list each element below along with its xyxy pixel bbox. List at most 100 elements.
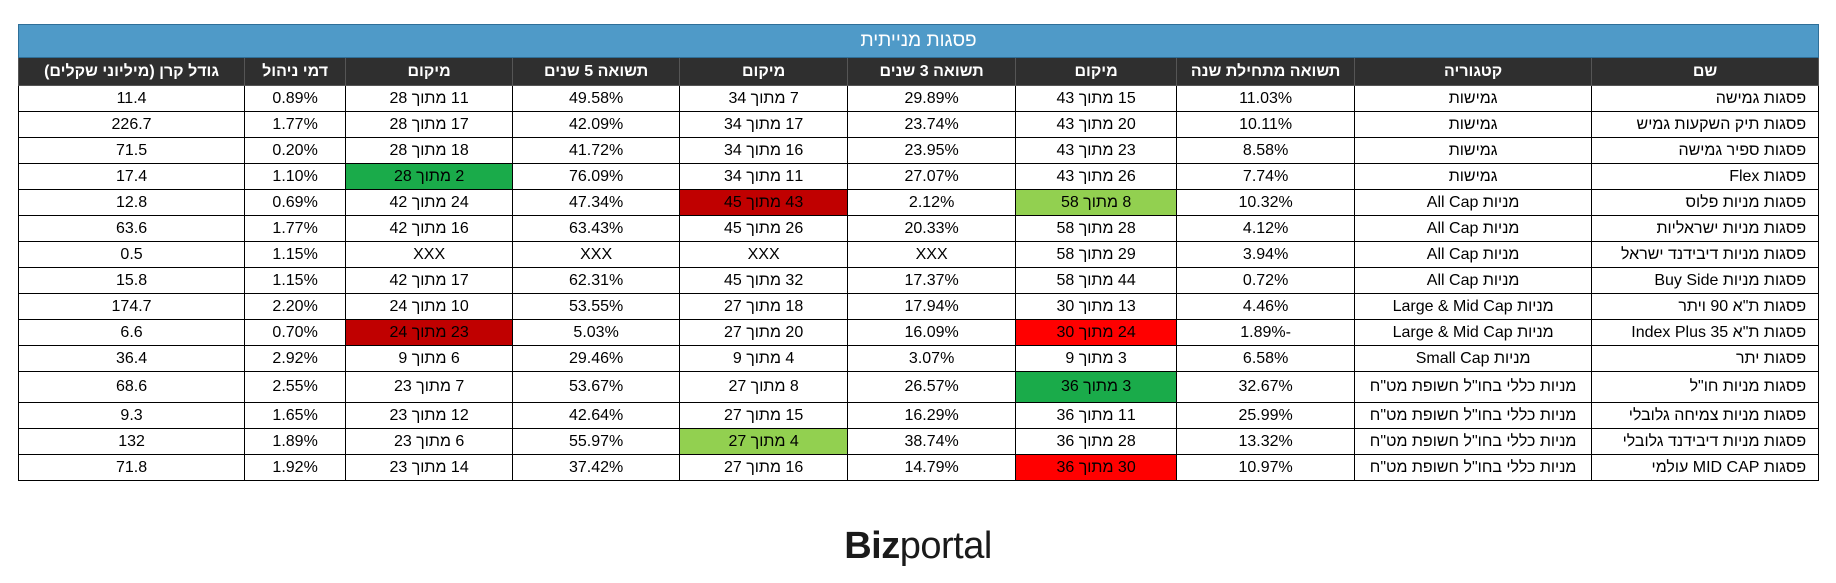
cell-rank-5y: 18 מתוך 28 [345,137,514,164]
cell-ytd-return: 10.32% [1176,189,1356,216]
table-row: פסגות מניות ישראליות מניות All Cap 4.12% 28… [17,215,1820,242]
cell-return-3y: 23.95% [847,137,1017,164]
table-row: פסגות ספיר גמישה גמישות 8.58% 23 מתוך 43 23.… [17,137,1820,164]
header-category: קטגוריה [1354,57,1593,86]
table-row: פסגות ת"א Index Plus 35 מניות Large & Mid… [17,319,1820,346]
cell-ytd-return: 13.32% [1176,428,1356,455]
header-mgmt-fee: דמי ניהול [244,57,347,86]
cell-ytd-return: 10.97% [1176,454,1356,481]
table-row: פסגות גמישה גמישות 11.03% 15 מתוך 43 29.89% 7… [17,85,1820,112]
cell-rank-5y: 23 מתוך 24 [345,319,514,346]
cell-fund-size: 174.7 [17,293,246,320]
cell-return-5y: 42.09% [512,111,681,138]
cell-category: מניות כללי בחו"ל חשופת מט"ח [1354,428,1593,455]
table-row: פסגות יתר מניות Small Cap 6.58% 3 מתוך 9 3.0… [17,345,1820,372]
cell-name: פסגות Flex [1591,163,1820,190]
cell-return-3y: 17.37% [847,267,1017,294]
cell-fund-size: 226.7 [17,111,246,138]
logo-portal-text: portal [899,525,993,567]
cell-return-3y: 14.79% [847,454,1017,481]
cell-return-3y: 29.89% [847,85,1017,112]
cell-mgmt-fee: 2.92% [244,345,347,372]
cell-mgmt-fee: 0.70% [244,319,347,346]
cell-name: פסגות ת"א 90 ויתר [1591,293,1820,320]
cell-return-5y: 55.97% [512,428,681,455]
cell-return-5y: 42.64% [512,402,681,429]
cell-fund-size: 68.6 [17,371,246,403]
cell-rank-5y: 16 מתוך 42 [345,215,514,242]
cell-ytd-rank: 28 מתוך 58 [1015,215,1178,242]
table-body: פסגות גמישה גמישות 11.03% 15 מתוך 43 29.89% 7… [17,85,1820,481]
cell-return-3y: 27.07% [847,163,1017,190]
cell-name: פסגות מניות דיבידנד ישראל [1591,241,1820,268]
cell-rank-5y: 6 מתוך 9 [345,345,514,372]
cell-ytd-return: 3.94% [1176,241,1356,268]
cell-fund-size: 71.8 [17,454,246,481]
table-row: פסגות תיק השקעות גמיש גמישות 10.11% 20 מתוך… [17,111,1820,138]
cell-return-5y: 63.43% [512,215,681,242]
cell-category: מניות All Cap [1354,241,1593,268]
cell-return-5y: 53.67% [512,371,681,403]
cell-mgmt-fee: 1.10% [244,163,347,190]
cell-rank-3y: 8 מתוך 27 [679,371,849,403]
cell-rank-5y: 10 מתוך 24 [345,293,514,320]
cell-ytd-rank: 3 מתוך 9 [1015,345,1178,372]
cell-ytd-rank: 8 מתוך 58 [1015,189,1178,216]
cell-return-3y: 23.74% [847,111,1017,138]
cell-ytd-return: 7.74% [1176,163,1356,190]
cell-return-3y: 38.74% [847,428,1017,455]
table-row: פסגות MID CAP עולמי מניות כללי בחו"ל חשופ… [17,454,1820,481]
cell-ytd-return: 4.12% [1176,215,1356,242]
cell-ytd-rank: 44 מתוך 58 [1015,267,1178,294]
cell-return-5y: 76.09% [512,163,681,190]
cell-return-3y: 2.12% [847,189,1017,216]
header-rank-5y: מיקום [345,57,514,86]
cell-mgmt-fee: 0.20% [244,137,347,164]
cell-name: פסגות תיק השקעות גמיש [1591,111,1820,138]
cell-fund-size: 15.8 [17,267,246,294]
cell-rank-5y: 24 מתוך 42 [345,189,514,216]
cell-name: פסגות MID CAP עולמי [1591,454,1820,481]
cell-name: פסגות ספיר גמישה [1591,137,1820,164]
cell-fund-size: 71.5 [17,137,246,164]
cell-return-3y: 20.33% [847,215,1017,242]
cell-mgmt-fee: 1.65% [244,402,347,429]
header-return-3y: תשואה 3 שנים [847,57,1017,86]
header-fund-size: גודל קרן (מיליוני שקלים) [17,57,246,86]
cell-ytd-rank: 28 מתוך 36 [1015,428,1178,455]
cell-ytd-rank: 26 מתוך 43 [1015,163,1178,190]
cell-rank-5y: 6 מתוך 23 [345,428,514,455]
cell-mgmt-fee: 0.89% [244,85,347,112]
cell-category: מניות כללי בחו"ל חשופת מט"ח [1354,371,1593,403]
cell-ytd-rank: 29 מתוך 58 [1015,241,1178,268]
cell-rank-3y: 43 מתוך 45 [679,189,849,216]
header-return-5y: תשואה 5 שנים [512,57,681,86]
cell-category: גמישות [1354,163,1593,190]
cell-rank-5y: 17 מתוך 42 [345,267,514,294]
cell-name: פסגות יתר [1591,345,1820,372]
table-row: פסגות מניות פלוס מניות All Cap 10.32% 8 מתו… [17,189,1820,216]
cell-rank-3y: 18 מתוך 27 [679,293,849,320]
cell-ytd-rank: 30 מתוך 36 [1015,454,1178,481]
cell-ytd-rank: 11 מתוך 36 [1015,402,1178,429]
cell-category: מניות Large & Mid Cap [1354,293,1593,320]
cell-ytd-return: 4.46% [1176,293,1356,320]
cell-ytd-return: 6.58% [1176,345,1356,372]
cell-category: מניות All Cap [1354,189,1593,216]
table-row: פסגות ת"א 90 ויתר מניות Large & Mid Cap 4.… [17,293,1820,320]
cell-name: פסגות מניות צמיחה גלובלי [1591,402,1820,429]
cell-mgmt-fee: 1.15% [244,241,347,268]
table-row: פסגות מניות דיבידנד ישראל מניות All Cap 3.… [17,241,1820,268]
cell-fund-size: 132 [17,428,246,455]
cell-rank-3y: XXX [679,241,849,268]
cell-fund-size: 36.4 [17,345,246,372]
cell-return-5y: 37.42% [512,454,681,481]
cell-rank-3y: 16 מתוך 34 [679,137,849,164]
cell-category: מניות Large & Mid Cap [1354,319,1593,346]
cell-rank-5y: 12 מתוך 23 [345,402,514,429]
cell-ytd-return: 11.03% [1176,85,1356,112]
cell-rank-3y: 17 מתוך 34 [679,111,849,138]
cell-name: פסגות ת"א Index Plus 35 [1591,319,1820,346]
header-ytd-return: תשואה מתחילת שנה [1176,57,1356,86]
table-title: פסגות מנייתית [17,24,1820,58]
